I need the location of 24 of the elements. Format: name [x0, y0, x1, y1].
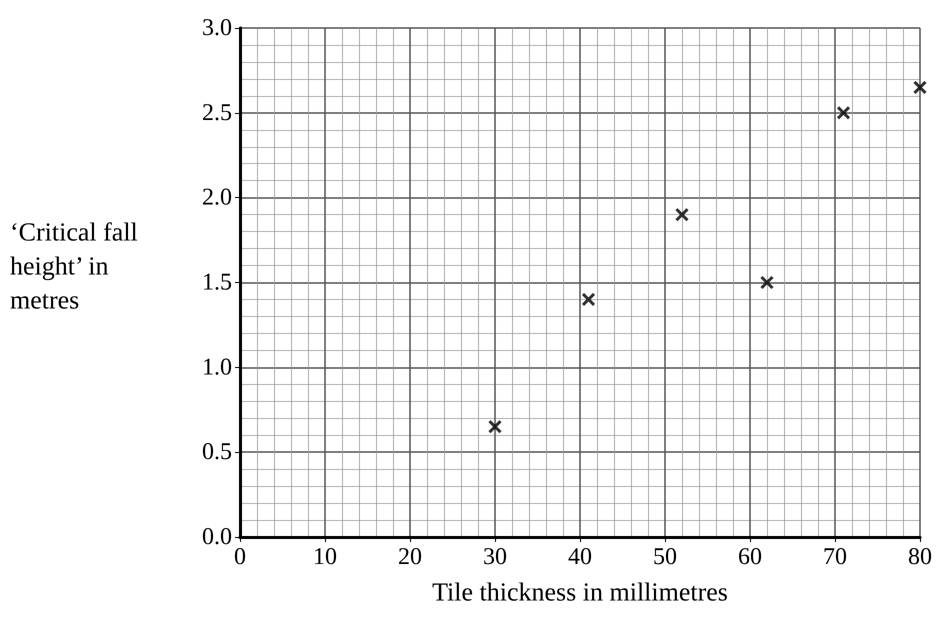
point — [836, 106, 850, 120]
x-tick-label: 70 — [823, 544, 847, 570]
y-tick-label: 1.5 — [202, 270, 232, 296]
x-tick-label: 0 — [234, 544, 246, 570]
y-tick-label: 2.5 — [202, 100, 232, 126]
point — [913, 80, 927, 94]
x-tick-label: 20 — [398, 544, 422, 570]
y-tick-label: 3.0 — [202, 15, 232, 41]
point — [760, 276, 774, 290]
x-tick-label: 60 — [738, 544, 762, 570]
y-tick-label: 2.0 — [202, 184, 232, 211]
x-tick-label: 40 — [568, 544, 592, 570]
y-tick-label: 0.0 — [202, 524, 232, 550]
x-axis-title: Tile thickness in millimetres — [432, 578, 728, 606]
y-axis-title: ‘Critical fall height’ in metres — [10, 218, 144, 314]
x-tick-label: 30 — [483, 544, 507, 570]
y-tick-label: 0.5 — [202, 439, 232, 466]
point — [675, 208, 689, 222]
x-tick-label: 10 — [313, 544, 337, 570]
y-tick-label: 1.0 — [202, 354, 232, 380]
point — [582, 292, 596, 306]
point — [488, 420, 502, 434]
x-tick-label: 80 — [908, 544, 932, 570]
x-tick-label: 50 — [653, 544, 677, 570]
